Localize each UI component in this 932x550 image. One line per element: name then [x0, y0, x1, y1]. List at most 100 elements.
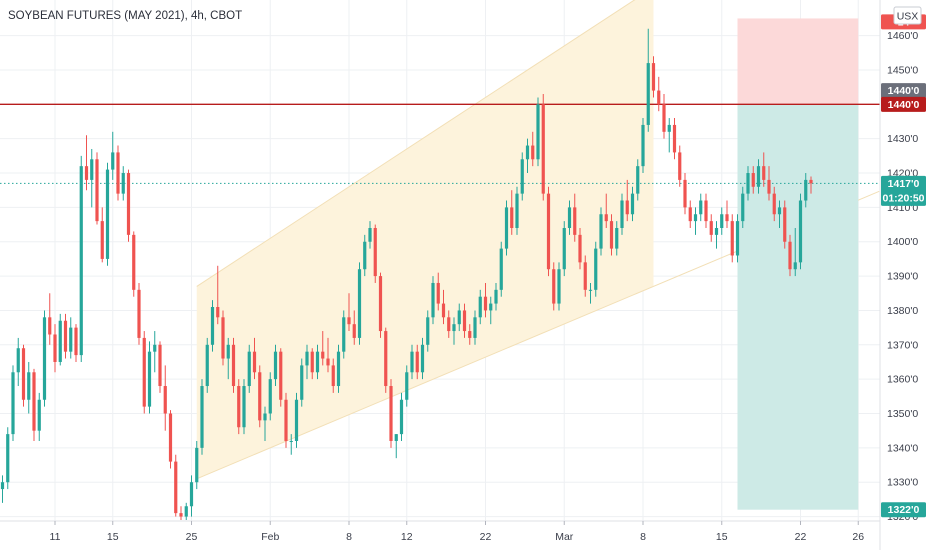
candle-body: [657, 90, 661, 105]
candle: [200, 379, 204, 455]
candle-body: [541, 104, 545, 194]
candle: [105, 162, 110, 266]
candle: [394, 434, 398, 459]
candle-body: [284, 399, 288, 441]
candle-body: [641, 124, 645, 167]
candle: [237, 379, 241, 435]
candle-body: [153, 344, 157, 352]
candle-body: [6, 434, 10, 483]
candle: [42, 310, 47, 407]
candle: [116, 145, 120, 201]
candle-body: [735, 221, 740, 256]
candle-body: [352, 324, 356, 338]
candle-body: [552, 269, 556, 304]
candle: [657, 76, 661, 112]
candle: [562, 221, 566, 277]
candle: [357, 262, 362, 345]
candle-body: [27, 372, 31, 400]
candle-body: [247, 351, 251, 387]
candle-body: [494, 289, 498, 304]
candle-body: [84, 166, 89, 180]
candle-body: [42, 317, 47, 400]
candle: [415, 344, 419, 380]
candle-body: [216, 307, 220, 318]
candle: [625, 179, 629, 222]
candle-body: [294, 399, 299, 441]
candle: [709, 214, 713, 242]
candle: [804, 173, 808, 208]
price-tag-label: 1322'0: [888, 504, 920, 516]
candle: [756, 159, 761, 194]
candle: [567, 200, 572, 235]
candle-body: [163, 386, 167, 414]
candle-body: [573, 207, 577, 235]
candle-body: [231, 344, 236, 387]
candle: [74, 324, 78, 362]
candle-body: [321, 351, 325, 359]
candle-body: [688, 207, 692, 222]
candle: [90, 148, 94, 208]
candle: [37, 392, 41, 441]
candle: [347, 293, 351, 332]
candle: [11, 365, 15, 441]
currency-button[interactable]: USX: [893, 6, 922, 25]
candle-body: [168, 413, 173, 462]
time-tick-label: 15: [107, 531, 119, 543]
candle: [53, 324, 57, 373]
candle-body: [399, 399, 404, 435]
candle: [541, 94, 545, 201]
chart-title: SOYBEAN FUTURES (MAY 2021), 4h, CBOT: [8, 10, 242, 22]
candle-body: [53, 334, 57, 362]
candle-body: [336, 351, 341, 387]
price-tag-box: [881, 502, 926, 518]
candle-body: [683, 179, 687, 208]
candle-body: [599, 214, 603, 249]
candle-body: [562, 227, 566, 270]
candle-body: [667, 124, 671, 132]
candle-body: [536, 104, 540, 160]
time-tick-label: 15: [716, 531, 728, 543]
candle: [189, 475, 194, 517]
candle: [21, 344, 26, 407]
candle-body: [32, 372, 36, 431]
candle-body: [48, 317, 52, 335]
time-tick-label: 22: [795, 531, 807, 543]
candle: [410, 344, 414, 380]
candle-body: [594, 248, 598, 290]
candle: [368, 221, 372, 249]
candle-body: [357, 269, 362, 338]
candle: [263, 406, 267, 441]
candle: [121, 166, 125, 201]
candle: [27, 361, 31, 414]
candle-body: [725, 214, 729, 222]
candle: [478, 289, 482, 325]
candle: [58, 313, 62, 366]
candle: [436, 272, 440, 311]
candle: [331, 358, 335, 393]
candle: [0, 475, 5, 503]
candle: [767, 166, 771, 201]
candle: [604, 193, 608, 228]
candle-body: [678, 152, 682, 180]
candle-body: [714, 227, 719, 235]
candle-body: [720, 214, 724, 228]
time-tick-label: 26: [852, 531, 864, 543]
candle: [420, 337, 425, 380]
candle-body: [662, 104, 666, 132]
candle: [777, 200, 782, 228]
candle: [499, 241, 503, 297]
candle: [284, 392, 288, 448]
candle: [452, 317, 456, 345]
candle-body: [788, 241, 792, 270]
candle: [294, 392, 299, 448]
candle-body: [557, 269, 561, 304]
price-tick-label: 1370'0: [887, 339, 918, 351]
candle-body: [126, 173, 131, 235]
candle: [678, 145, 682, 187]
candle-body: [132, 234, 136, 290]
candle: [578, 227, 582, 270]
candle-body: [767, 179, 771, 194]
candle: [457, 303, 461, 332]
